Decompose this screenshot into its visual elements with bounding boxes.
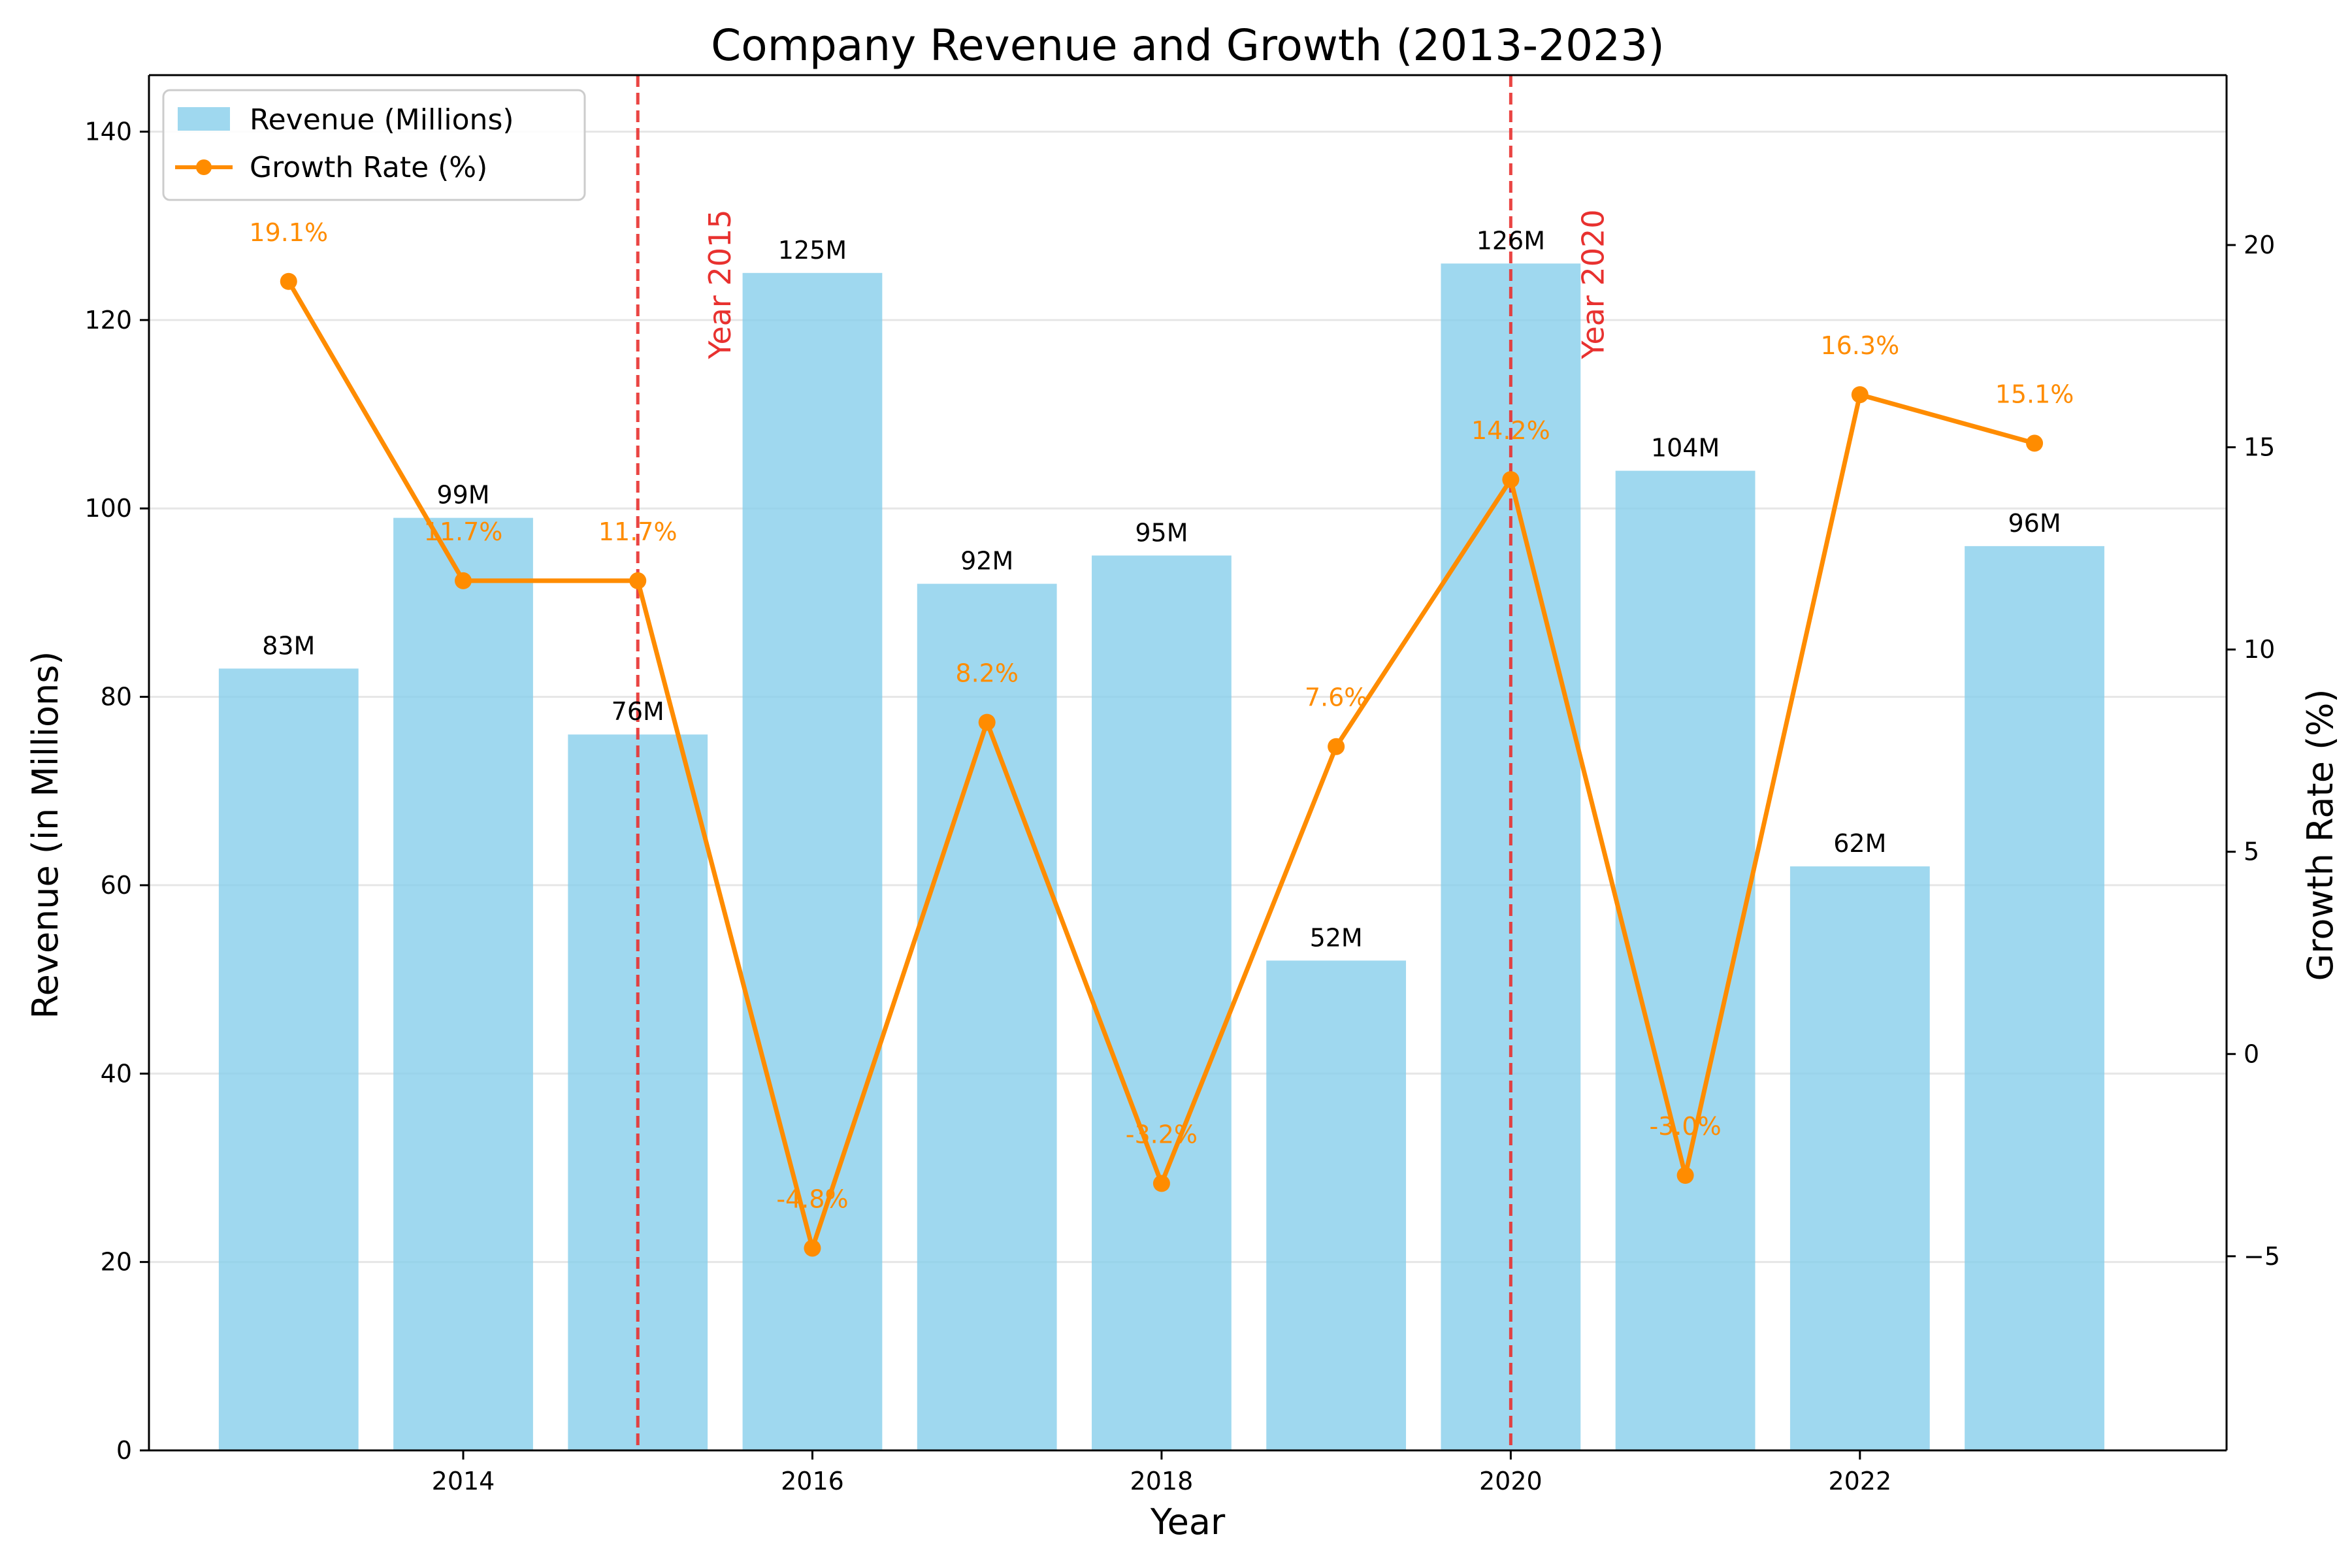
bar-2022	[1789, 866, 1930, 1450]
growth-point-2015	[629, 572, 647, 589]
x-axis-label: Year	[1150, 1501, 1226, 1543]
y-tick-label-60: 60	[101, 871, 132, 900]
growth-label-2017: 8.2%	[955, 659, 1019, 688]
bar-label-2020: 126M	[1477, 226, 1545, 255]
line-layer	[280, 272, 2044, 1257]
y2-axis-label: Growth Rate (%)	[2300, 689, 2341, 981]
x-tick-label-2022: 2022	[1828, 1467, 1891, 1495]
bar-label-2013: 83M	[262, 631, 315, 660]
y-tick-label-100: 100	[84, 494, 132, 523]
bar-label-2021: 104M	[1651, 434, 1720, 463]
bar-label-2023: 96M	[2008, 509, 2061, 538]
bar-2017	[917, 583, 1057, 1450]
legend-label-growth: Growth Rate (%)	[250, 151, 487, 184]
growth-point-2013	[280, 272, 297, 290]
growth-label-2019: 7.6%	[1305, 683, 1368, 712]
x-tick-label-2020: 2020	[1479, 1467, 1543, 1495]
growth-label-2016: -4.8%	[776, 1184, 848, 1213]
bar-label-2022: 62M	[1833, 829, 1886, 858]
growth-point-2022	[1851, 386, 1869, 404]
growth-point-2016	[804, 1239, 821, 1257]
bar-label-2014: 99M	[436, 481, 489, 510]
y-axis-label: Revenue (in Millions)	[25, 651, 66, 1019]
bar-2023	[1965, 546, 2104, 1450]
growth-label-2014: 11.7%	[424, 517, 503, 546]
y-tick-label-80: 80	[101, 683, 132, 711]
legend: Revenue (Millions) Growth Rate (%)	[162, 89, 586, 201]
growth-label-2013: 19.1%	[249, 218, 328, 247]
legend-line-marker	[196, 159, 212, 175]
y2-tick-label-3: 10	[2244, 635, 2275, 664]
bar-label-2019: 52M	[1310, 923, 1363, 952]
y-tick-label-40: 40	[101, 1059, 132, 1088]
bar-label-2016: 125M	[778, 236, 847, 265]
y-tick-label-120: 120	[84, 306, 132, 335]
growth-point-2019	[1328, 738, 1345, 755]
growth-point-2017	[978, 713, 996, 731]
growth-point-2018	[1152, 1175, 1170, 1192]
growth-label-2015: 11.7%	[598, 517, 678, 546]
y2-tick-label-1: 0	[2244, 1039, 2259, 1068]
y-tick-label-140: 140	[84, 118, 132, 146]
bar-label-2018: 95M	[1135, 518, 1188, 547]
growth-point-2021	[1676, 1167, 1694, 1184]
legend-frame	[162, 89, 586, 201]
vline-label-2020: Year 2020	[1575, 209, 1610, 359]
growth-label-2023: 15.1%	[1995, 380, 2074, 408]
y2-tick-label-4: 15	[2244, 433, 2275, 462]
y2-tick-label-5: 20	[2244, 231, 2275, 259]
bar-2018	[1092, 555, 1232, 1450]
bar-2013	[218, 668, 359, 1450]
legend-label-revenue: Revenue (Millions)	[250, 103, 514, 137]
legend-bar-swatch	[178, 107, 230, 131]
x-tick-label-2018: 2018	[1130, 1467, 1194, 1495]
x-tick-label-2016: 2016	[781, 1467, 844, 1495]
y-tick-label-20: 20	[101, 1248, 132, 1277]
axis-layer: 0 20 40 60 80 100 120 140 −5 0 5 10 15 20 2014 2016 2018…	[84, 74, 2280, 1495]
growth-point-2023	[2026, 434, 2044, 452]
growth-point-2020	[1502, 471, 1520, 489]
growth-label-2018: -3.2%	[1126, 1120, 1198, 1149]
growth-label-2020: 14.2%	[1471, 416, 1550, 445]
x-tick-label-2014: 2014	[432, 1467, 495, 1495]
growth-point-2014	[455, 572, 472, 589]
bar-2014	[393, 517, 533, 1450]
y-tick-label-0: 0	[116, 1436, 132, 1465]
growth-label-2021: -3.0%	[1649, 1112, 1721, 1141]
bar-2016	[742, 272, 883, 1451]
y2-tick-label-2: 5	[2244, 838, 2259, 866]
chart-title: Company Revenue and Growth (2013-2023)	[711, 20, 1665, 71]
y2-tick-label-0: −5	[2244, 1242, 2280, 1271]
bar-2019	[1266, 960, 1407, 1450]
bar-label-2015: 76M	[612, 697, 664, 726]
label-layer: 83M 99M 76M 125M 92M 95M 52M 126M 104M 62M 96M Year…	[249, 209, 2074, 1213]
vline-label-2015: Year 2015	[702, 209, 738, 359]
growth-label-2022: 16.3%	[1820, 331, 1899, 360]
bar-label-2017: 92M	[960, 547, 1013, 576]
